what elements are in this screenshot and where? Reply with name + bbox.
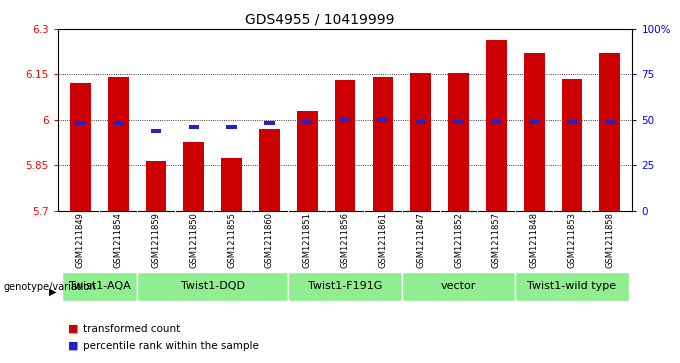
Bar — [226, 125, 237, 129]
Text: GDS4955 / 10419999: GDS4955 / 10419999 — [245, 13, 394, 27]
Text: transformed count: transformed count — [83, 323, 180, 334]
Text: GSM1211860: GSM1211860 — [265, 212, 274, 268]
Bar — [75, 121, 86, 126]
Bar — [454, 119, 464, 123]
Text: GSM1211856: GSM1211856 — [341, 212, 350, 268]
Text: vector: vector — [441, 281, 476, 291]
Bar — [335, 81, 356, 211]
Text: percentile rank within the sample: percentile rank within the sample — [83, 340, 259, 351]
Bar — [151, 129, 161, 132]
Text: ▶: ▶ — [49, 287, 56, 297]
Text: GSM1211853: GSM1211853 — [567, 212, 577, 268]
Bar — [302, 119, 313, 123]
Bar — [62, 272, 137, 301]
Bar — [137, 272, 288, 301]
Bar — [402, 272, 515, 301]
Bar — [486, 40, 507, 211]
Text: Twist1-F191G: Twist1-F191G — [308, 281, 382, 291]
Bar — [515, 272, 628, 301]
Bar — [605, 119, 615, 123]
Bar — [108, 77, 129, 211]
Bar — [259, 129, 280, 211]
Bar — [373, 77, 393, 211]
Bar — [524, 53, 545, 211]
Bar — [566, 119, 577, 123]
Bar — [448, 73, 469, 211]
Text: GSM1211861: GSM1211861 — [378, 212, 388, 268]
Text: GSM1211855: GSM1211855 — [227, 212, 236, 268]
Bar — [340, 118, 350, 122]
Bar — [221, 158, 242, 211]
Text: GSM1211850: GSM1211850 — [190, 212, 199, 268]
Bar — [113, 121, 124, 126]
Text: GSM1211852: GSM1211852 — [454, 212, 463, 268]
Text: Twist1-wild type: Twist1-wild type — [528, 281, 617, 291]
Bar — [288, 272, 402, 301]
Text: ■: ■ — [68, 323, 78, 334]
Bar — [377, 118, 388, 122]
Text: ■: ■ — [68, 340, 78, 351]
Bar — [599, 53, 620, 211]
Text: GSM1211849: GSM1211849 — [76, 212, 85, 268]
Text: GSM1211848: GSM1211848 — [530, 212, 539, 268]
Text: GSM1211858: GSM1211858 — [605, 212, 614, 268]
Text: GSM1211857: GSM1211857 — [492, 212, 500, 268]
Bar — [297, 111, 318, 211]
Bar — [265, 121, 275, 126]
Bar — [491, 119, 502, 123]
Bar — [184, 143, 204, 211]
Text: GSM1211859: GSM1211859 — [152, 212, 160, 268]
Text: GSM1211851: GSM1211851 — [303, 212, 312, 268]
Bar — [410, 73, 431, 211]
Bar — [529, 119, 539, 123]
Text: GSM1211847: GSM1211847 — [416, 212, 425, 268]
Text: Twist1-AQA: Twist1-AQA — [69, 281, 131, 291]
Bar — [188, 125, 199, 129]
Text: genotype/variation: genotype/variation — [3, 282, 96, 292]
Bar — [415, 119, 426, 123]
Bar — [146, 160, 167, 211]
Bar — [562, 79, 582, 211]
Text: Twist1-DQD: Twist1-DQD — [181, 281, 245, 291]
Text: GSM1211854: GSM1211854 — [114, 212, 123, 268]
Bar — [70, 83, 91, 211]
